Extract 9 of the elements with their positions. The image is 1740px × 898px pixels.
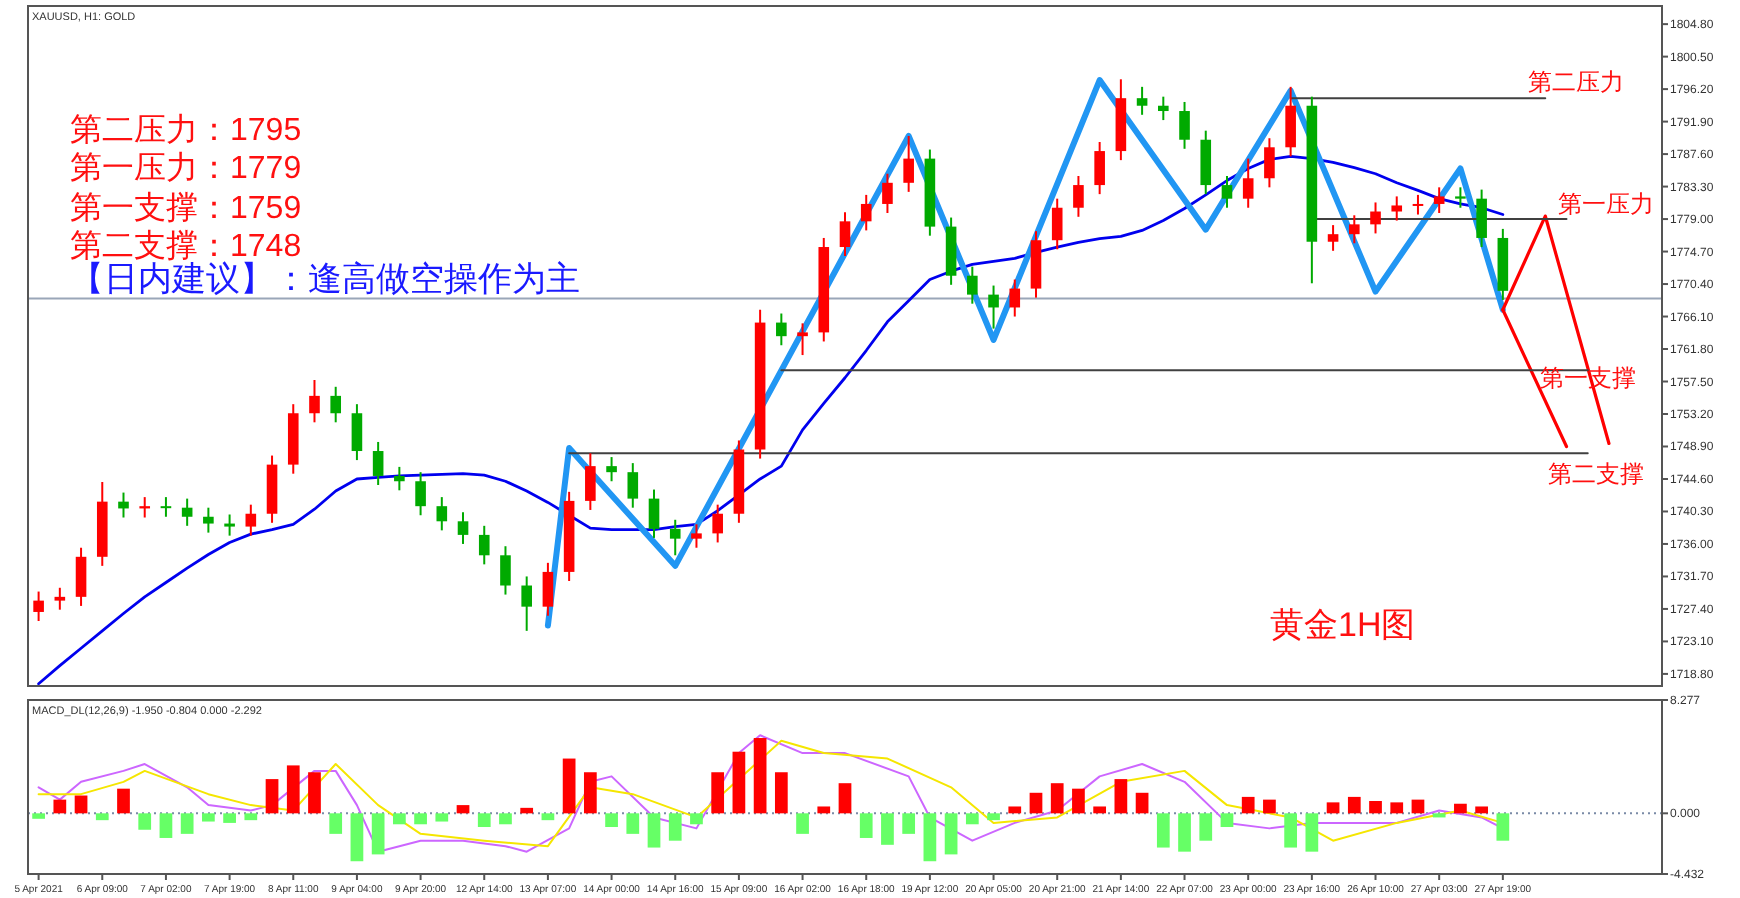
annotation: 黄金1H图 — [1270, 606, 1416, 644]
annotation: 第二支撑：1748 — [70, 228, 302, 264]
annotation: 【日内建议】：逢高做空操作为主 — [70, 260, 580, 298]
annotation: 第二压力：1795 — [70, 112, 302, 148]
annotation: 第一压力：1779 — [70, 150, 302, 186]
annotation: 第二支撑 — [1548, 460, 1644, 488]
annotation: 第一压力 — [1558, 190, 1654, 218]
annotation: 第二压力 — [1528, 68, 1624, 96]
annotation: 第一支撑：1759 — [70, 190, 302, 226]
